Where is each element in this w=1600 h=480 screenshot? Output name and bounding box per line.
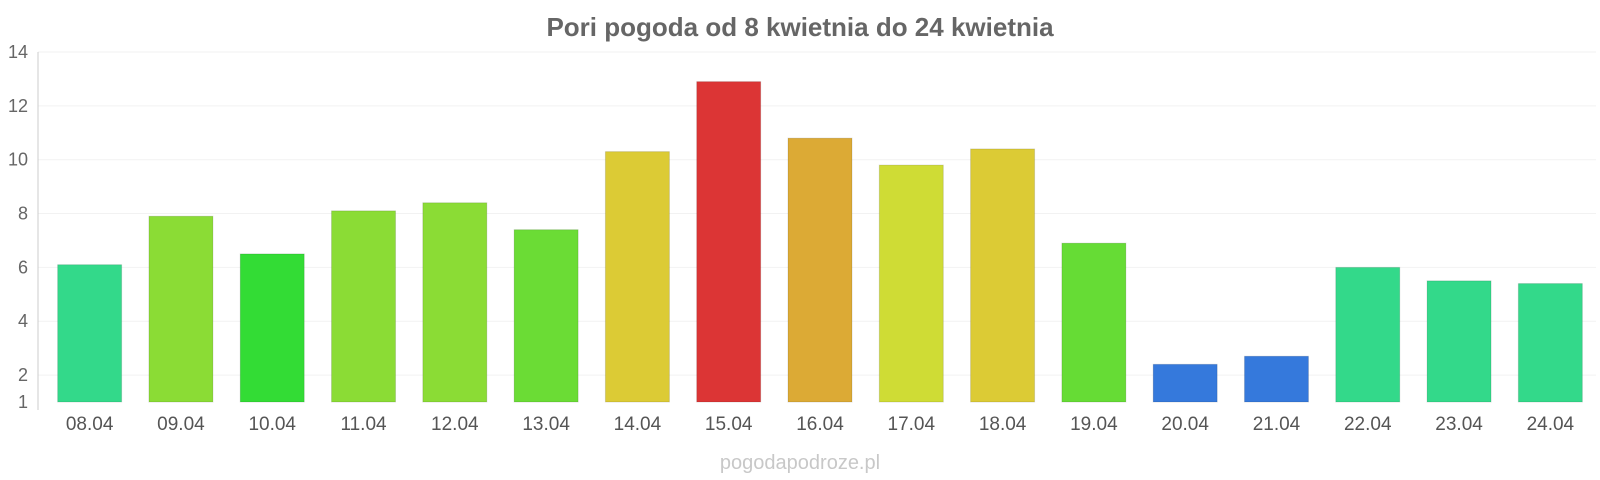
x-tick-label: 11.04 (340, 414, 387, 435)
y-tick-label: 2 (18, 365, 28, 385)
bars (57, 81, 1583, 403)
y-tick-label: 8 (18, 204, 28, 224)
x-tick-label: 08.04 (66, 414, 114, 435)
x-tick-label: 21.04 (1253, 414, 1301, 435)
x-tick-label: 18.04 (979, 414, 1027, 435)
bar-24.04 (1517, 283, 1583, 403)
bar-19.04 (1061, 242, 1127, 403)
bar-20.04 (1152, 363, 1218, 403)
x-tick-label: 14.04 (614, 414, 662, 435)
x-tick-label: 12.04 (431, 414, 479, 435)
bar-14.04 (604, 151, 670, 403)
chart-title: Pori pogoda od 8 kwietnia do 24 kwietnia (546, 12, 1054, 42)
bar-13.04 (513, 229, 579, 403)
bar-15.04 (696, 81, 762, 403)
bar-09.04 (148, 215, 214, 403)
x-tick-label: 16.04 (796, 414, 844, 435)
x-tick-label: 24.04 (1527, 414, 1575, 435)
y-tick-label: 6 (18, 257, 28, 277)
x-tick-label: 20.04 (1161, 414, 1209, 435)
x-tick-label: 10.04 (248, 414, 296, 435)
bar-23.04 (1426, 280, 1492, 403)
x-tick-label: 15.04 (705, 414, 753, 435)
bar-18.04 (970, 148, 1036, 403)
bar-16.04 (787, 137, 853, 403)
y-tick-label: 1 (18, 392, 28, 412)
bar-21.04 (1243, 355, 1309, 403)
x-tick-label: 22.04 (1344, 414, 1392, 435)
bar-17.04 (878, 164, 944, 403)
y-tick-label: 4 (18, 311, 28, 331)
y-tick-label: 12 (8, 96, 28, 116)
x-tick-label: 13.04 (522, 414, 570, 435)
x-axis-ticks: 08.04 09.04 10.04 11.04 12.04 13.04 14.04 15.04… (66, 414, 1575, 435)
x-tick-label: 09.04 (157, 414, 205, 435)
x-tick-label: 19.04 (1070, 414, 1118, 435)
bar-08.04 (57, 264, 123, 403)
bar-12.04 (422, 202, 488, 403)
bar-10.04 (239, 253, 305, 403)
y-tick-label: 14 (8, 42, 28, 62)
x-tick-label: 23.04 (1435, 414, 1483, 435)
y-tick-label: 10 (8, 150, 28, 170)
source-watermark: pogodapodroze.pl (720, 452, 880, 474)
bar-11.04 (331, 210, 397, 403)
bar-22.04 (1335, 266, 1401, 403)
x-tick-label: 17.04 (888, 414, 936, 435)
